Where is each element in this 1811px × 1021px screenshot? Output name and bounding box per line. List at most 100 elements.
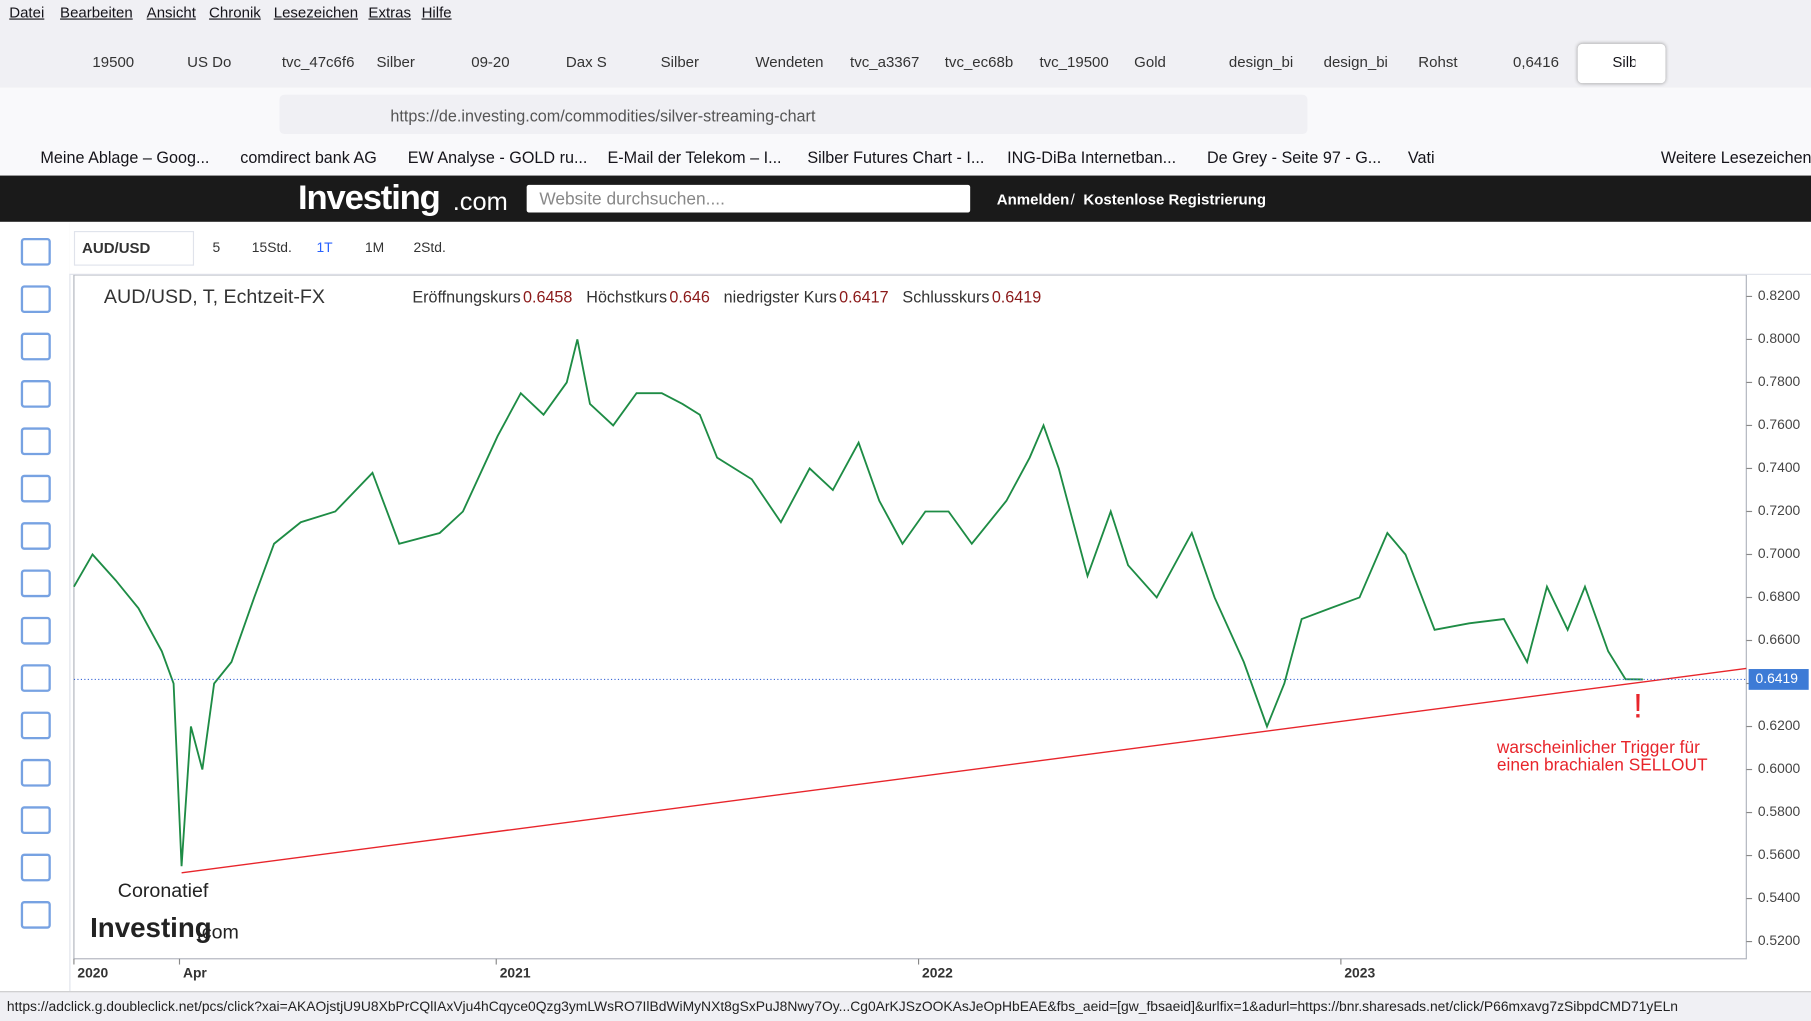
tab[interactable]: 09-20 bbox=[471, 53, 510, 71]
bookmark[interactable]: Vati bbox=[1407, 147, 1435, 167]
tab[interactable]: US Do bbox=[187, 53, 232, 71]
symbol-box[interactable] bbox=[73, 231, 195, 266]
plot-area bbox=[73, 274, 1747, 960]
menu-item[interactable]: Extras bbox=[368, 3, 411, 21]
x-tick-label: 2023 bbox=[1344, 964, 1375, 980]
y-tick-label: 0.7400 bbox=[1758, 459, 1801, 475]
url-text[interactable]: https://de.investing.com/commodities/sil… bbox=[390, 106, 816, 125]
last-price-label: 0.6419 bbox=[1756, 670, 1799, 686]
tab[interactable]: Silber bbox=[660, 53, 700, 71]
tool-icon[interactable] bbox=[20, 474, 51, 503]
ohlc-value: 0.6458 bbox=[523, 288, 572, 306]
ohlc-value: 0.646 bbox=[669, 288, 709, 306]
tab[interactable]: tvc_ec68b bbox=[944, 53, 1014, 71]
active-tab-label[interactable]: Silb bbox=[1612, 53, 1636, 71]
tab[interactable]: Dax S bbox=[565, 53, 607, 71]
status-url: https://adclick.g.doubleclick.net/pcs/cl… bbox=[6, 998, 1679, 1015]
site-logo-suffix: .com bbox=[452, 187, 508, 217]
y-tick-label: 0.7200 bbox=[1758, 502, 1801, 518]
menu-item[interactable]: Chronik bbox=[209, 3, 261, 21]
active-tab[interactable] bbox=[1577, 43, 1666, 84]
bookmark[interactable]: Silber Futures Chart - I... bbox=[807, 147, 985, 167]
bookmark[interactable]: Meine Ablage – Goog... bbox=[40, 147, 210, 167]
watermark-logo: Investing bbox=[90, 912, 212, 943]
y-tick-label: 0.5800 bbox=[1758, 803, 1801, 819]
status-bar bbox=[0, 991, 1811, 1021]
tool-icon[interactable] bbox=[20, 332, 51, 361]
tool-icon[interactable] bbox=[20, 427, 51, 456]
tool-icon[interactable] bbox=[20, 285, 51, 314]
watermark-suffix: .com bbox=[196, 922, 239, 944]
url-field[interactable] bbox=[279, 94, 1308, 134]
y-tick-label: 0.7600 bbox=[1758, 416, 1801, 432]
tool-icon[interactable] bbox=[20, 853, 51, 882]
search-placeholder[interactable]: Website durchsuchen.... bbox=[539, 189, 725, 210]
menu-item[interactable]: Ansicht bbox=[146, 3, 196, 21]
interval-button[interactable]: 2Std. bbox=[413, 239, 446, 256]
interval-button[interactable]: 5 bbox=[212, 239, 221, 256]
ohlc-value: 0.6417 bbox=[839, 288, 888, 306]
interval-button[interactable]: 1M bbox=[364, 239, 385, 256]
y-tick-label: 0.8200 bbox=[1758, 287, 1801, 303]
drawing-toolbar bbox=[0, 222, 71, 992]
tool-icon[interactable] bbox=[20, 806, 51, 835]
more-bookmarks[interactable]: Weitere Lesezeichen bbox=[1660, 147, 1811, 167]
menu-item[interactable]: Hilfe bbox=[421, 3, 452, 21]
ohlc-value: 0.6419 bbox=[992, 288, 1041, 306]
tool-icon[interactable] bbox=[20, 616, 51, 645]
tool-icon[interactable] bbox=[20, 901, 51, 929]
ohlc-label: Eröffnungskurs bbox=[412, 288, 520, 306]
tool-icon[interactable] bbox=[20, 522, 51, 550]
separator: / bbox=[1070, 190, 1075, 208]
tab[interactable]: design_bi bbox=[1323, 53, 1388, 71]
tab[interactable]: 19500 bbox=[92, 53, 135, 71]
tab[interactable]: 0,6416 bbox=[1513, 53, 1559, 71]
chart: 0.5200 0.5400 0.5600 0.5800 0.6000 0.6200 0.64… bbox=[73, 274, 1809, 980]
register-link[interactable]: Kostenlose Registrierung bbox=[1083, 190, 1267, 208]
tab[interactable]: tvc_a3367 bbox=[850, 53, 920, 71]
menu-item[interactable]: Datei bbox=[9, 3, 45, 21]
tool-icon[interactable] bbox=[20, 237, 51, 266]
tool-icon[interactable] bbox=[20, 711, 51, 740]
interval-button[interactable]: 1T bbox=[316, 239, 333, 256]
site-logo[interactable]: Investing bbox=[297, 179, 441, 218]
menu-item[interactable]: Lesezeichen bbox=[273, 3, 359, 21]
menu-item[interactable]: Bearbeiten bbox=[60, 3, 133, 21]
search-field[interactable] bbox=[526, 184, 971, 213]
tool-icon[interactable] bbox=[20, 380, 51, 408]
login-link[interactable]: Anmelden bbox=[996, 190, 1070, 208]
tool-icon[interactable] bbox=[20, 664, 51, 692]
chart-toolbar bbox=[69, 222, 1811, 275]
tool-icon[interactable] bbox=[20, 569, 51, 598]
tab[interactable]: tvc_19500 bbox=[1039, 53, 1109, 71]
tab[interactable]: design_bi bbox=[1228, 53, 1294, 71]
symbol[interactable]: AUD/USD bbox=[82, 239, 151, 257]
interval-button[interactable]: 15Std. bbox=[251, 239, 292, 256]
bookmark[interactable]: ING-DiBa Internetban... bbox=[1007, 147, 1177, 167]
y-tick-label: 0.5600 bbox=[1758, 846, 1801, 862]
x-tick-label: 2022 bbox=[922, 964, 953, 980]
tool-icon[interactable] bbox=[20, 758, 51, 787]
tab[interactable]: Silber bbox=[376, 53, 415, 71]
ohlc-label: Höchstkurs bbox=[586, 288, 667, 306]
bookmark[interactable]: comdirect bank AG bbox=[240, 147, 377, 167]
tab[interactable]: Rohst bbox=[1418, 53, 1458, 71]
ohlc-label: niedrigster Kurs bbox=[724, 288, 837, 306]
annotation: warscheinlicher Trigger für bbox=[1496, 737, 1700, 757]
y-tick-label: 0.6200 bbox=[1758, 717, 1801, 733]
tab[interactable]: Gold bbox=[1134, 53, 1166, 71]
tab[interactable]: Wendeten bbox=[755, 53, 824, 71]
y-tick-label: 0.8000 bbox=[1758, 330, 1801, 346]
tab[interactable]: tvc_47c6f6 bbox=[281, 53, 355, 71]
x-tick-label: 2020 bbox=[77, 964, 108, 980]
y-tick-label: 0.7800 bbox=[1758, 373, 1801, 389]
trendline bbox=[181, 667, 1747, 874]
bookmark[interactable]: De Grey - Seite 97 - G... bbox=[1206, 147, 1382, 167]
ohlc-label: Schlusskurs bbox=[902, 288, 989, 306]
y-tick-label: 0.6000 bbox=[1758, 760, 1801, 776]
bookmark[interactable]: E-Mail der Telekom – I... bbox=[607, 147, 782, 167]
y-tick-label: 0.5200 bbox=[1758, 932, 1801, 948]
bookmark[interactable]: EW Analyse - GOLD ru... bbox=[407, 147, 588, 167]
